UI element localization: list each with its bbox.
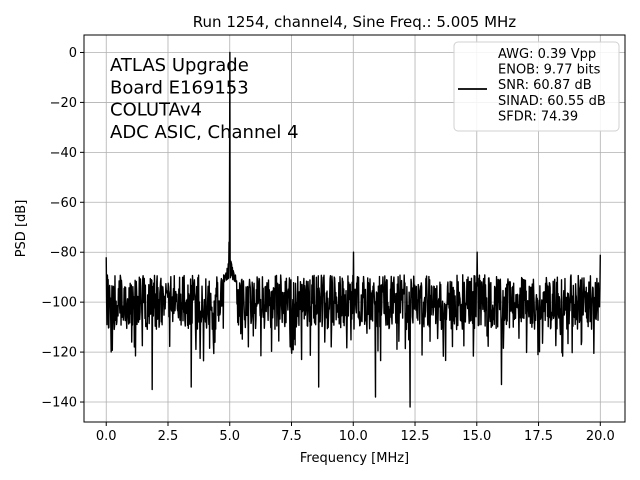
x-tick-label: 20.0 [586,429,615,444]
y-tick-label: −80 [50,246,77,261]
annotation-line: Board E169153 [110,77,249,98]
legend-entry-line: ENOB: 9.77 bits [498,63,601,78]
chart-title: Run 1254, channel4, Sine Freq.: 5.005 MH… [193,13,517,31]
legend-entry-line: SFDR: 74.39 [498,109,578,124]
legend-box [453,41,620,132]
x-tick-label: 5.0 [219,429,240,444]
y-tick-label: −100 [41,296,77,311]
x-tick-label: 15.0 [462,429,491,444]
plot-frame [83,34,626,423]
x-tick-label: 7.5 [281,429,302,444]
annotation-line: ATLAS Upgrade [110,55,249,76]
y-axis: 0 −20 −40 −60 −80 −100 −120 −140 [41,46,84,411]
legend-entry-line: SNR: 60.87 dB [498,78,592,93]
y-tick-label: −120 [41,346,77,361]
x-axis: 0.0 2.5 5.0 7.5 10.0 12.5 15.0 17.5 20.0 [96,422,615,444]
x-axis-label: Frequency [MHz] [300,451,409,466]
psd-series-line [105,51,601,408]
y-axis-label: PSD [dB] [14,200,29,258]
legend-entry-line: AWG: 0.39 Vpp [498,47,596,62]
y-tick-label: −60 [50,196,77,211]
y-tick-label: −20 [50,96,77,111]
y-tick-label: 0 [69,46,77,61]
x-tick-label: 17.5 [524,429,553,444]
annotation-line: COLUTAv4 [110,100,202,121]
x-tick-label: 10.0 [339,429,368,444]
x-tick-label: 0.0 [96,429,117,444]
y-tick-label: −40 [50,146,77,161]
annotation-line: ADC ASIC, Channel 4 [110,122,299,143]
x-tick-label: 12.5 [401,429,430,444]
y-tick-label: −140 [41,396,77,411]
x-tick-label: 2.5 [158,429,179,444]
legend-entry-line: SINAD: 60.55 dB [498,94,606,109]
series-group [105,51,601,408]
